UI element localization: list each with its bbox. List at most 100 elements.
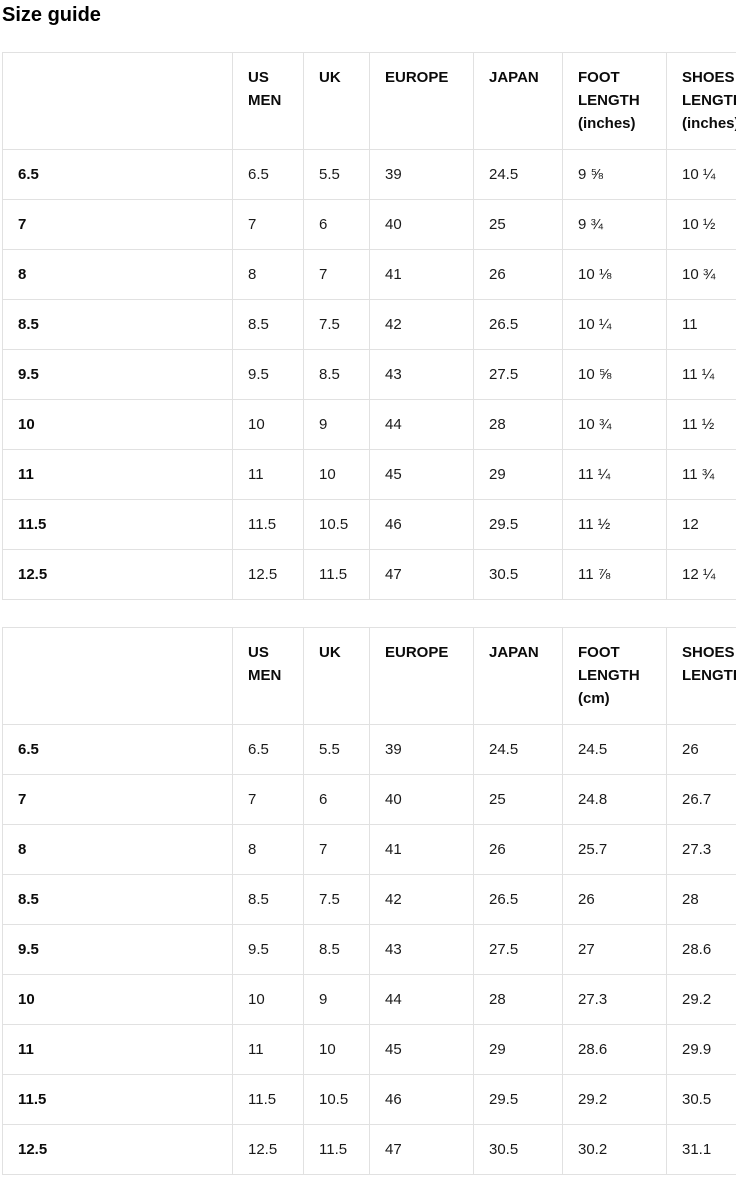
- table-cell: 29: [473, 449, 563, 500]
- table-cell: 27.5: [473, 349, 563, 400]
- row-header: 8: [2, 824, 233, 875]
- table-cell: 26: [473, 824, 563, 875]
- table-row: 11.5 11.5 10.5 46 29.5 11 ½ 12: [2, 499, 736, 550]
- table-row: 12.5 12.5 11.5 47 30.5 30.2 31.1: [2, 1124, 736, 1175]
- table-cell: 42: [369, 874, 474, 925]
- table-row: 10 10 9 44 28 27.3 29.2: [2, 974, 736, 1025]
- table-cell: 24.5: [562, 724, 667, 775]
- table-cell: 10: [303, 1024, 370, 1075]
- table-cell: 12.5: [232, 549, 304, 600]
- table-cell: 11: [232, 1024, 304, 1075]
- table-row: 7 7 6 40 25 9 ¾ 10 ½: [2, 199, 736, 250]
- row-header: 11.5: [2, 499, 233, 550]
- table-cell: 28: [473, 399, 563, 450]
- table-cell: 10 ⅛: [562, 249, 667, 300]
- table-cell: 30.5: [473, 549, 563, 600]
- table-cell: 9.5: [232, 924, 304, 975]
- table-cell: 24.5: [473, 149, 563, 200]
- size-table-inches: US MEN UK EUROPE JAPAN FOOT LENGTH (inches) S…: [2, 52, 736, 600]
- table-cell: 7.5: [303, 299, 370, 350]
- table-cell: 10: [232, 399, 304, 450]
- table-cell: 29.5: [473, 1074, 563, 1125]
- table-cell: 29.5: [473, 499, 563, 550]
- table-cell: 9: [303, 974, 370, 1025]
- table-row: 6.5 6.5 5.5 39 24.5 24.5 26: [2, 724, 736, 775]
- table-cell: 11 ¼: [666, 349, 736, 400]
- table-cell: 5.5: [303, 724, 370, 775]
- table-cell: 11.5: [303, 1124, 370, 1175]
- column-header: US MEN: [232, 52, 304, 150]
- table-cell: 10.5: [303, 1074, 370, 1125]
- table-cell: 26.5: [473, 299, 563, 350]
- table-cell: 12: [666, 499, 736, 550]
- table-row: 10 10 9 44 28 10 ¾ 11 ½: [2, 399, 736, 450]
- table-cell: 5.5: [303, 149, 370, 200]
- table-cell: 12.5: [232, 1124, 304, 1175]
- table-cell: 29.9: [666, 1024, 736, 1075]
- table-cell: 7: [303, 824, 370, 875]
- table-row: 9.5 9.5 8.5 43 27.5 10 ⅝ 11 ¼: [2, 349, 736, 400]
- row-header: 11: [2, 449, 233, 500]
- table-cell: 24.5: [473, 724, 563, 775]
- column-header: SHOES LENGTH (inches): [666, 52, 736, 150]
- table-row: 9.5 9.5 8.5 43 27.5 27 28.6: [2, 924, 736, 975]
- table-cell: 29: [473, 1024, 563, 1075]
- table-cell: 9 ¾: [562, 199, 667, 250]
- table-cell: 10 ¼: [666, 149, 736, 200]
- table-cell: 7.5: [303, 874, 370, 925]
- column-header: US MEN: [232, 627, 304, 725]
- table-cell: 26.5: [473, 874, 563, 925]
- row-header: 12.5: [2, 549, 233, 600]
- row-header: 11.5: [2, 1074, 233, 1125]
- table-cell: 11.5: [303, 549, 370, 600]
- table-row: 8 8 7 41 26 10 ⅛ 10 ¾: [2, 249, 736, 300]
- table-row: 7 7 6 40 25 24.8 26.7: [2, 774, 736, 825]
- table-cell: 27.5: [473, 924, 563, 975]
- table-cell: 10.5: [303, 499, 370, 550]
- table-cell: 39: [369, 724, 474, 775]
- table-cell: 10 ¾: [562, 399, 667, 450]
- table-cell: 41: [369, 824, 474, 875]
- table-cell: 7: [232, 199, 304, 250]
- table-cell: 46: [369, 1074, 474, 1125]
- table-cell: 26.7: [666, 774, 736, 825]
- table-cell: 39: [369, 149, 474, 200]
- row-header: 9.5: [2, 349, 233, 400]
- column-header: EUROPE: [369, 52, 474, 150]
- table-row: 8 8 7 41 26 25.7 27.3: [2, 824, 736, 875]
- header-row: US MEN UK EUROPE JAPAN FOOT LENGTH (cm) SHOES…: [2, 627, 736, 725]
- row-header: 7: [2, 199, 233, 250]
- table-cell: 44: [369, 399, 474, 450]
- row-header: 8.5: [2, 299, 233, 350]
- table-cell: 10: [232, 974, 304, 1025]
- row-header: 10: [2, 399, 233, 450]
- table-cell: 9.5: [232, 349, 304, 400]
- corner-cell: [2, 627, 233, 725]
- table-cell: 7: [303, 249, 370, 300]
- table-cell: 6: [303, 199, 370, 250]
- table-cell: 8: [232, 824, 304, 875]
- table-cell: 29.2: [562, 1074, 667, 1125]
- table-row: 6.5 6.5 5.5 39 24.5 9 ⅝ 10 ¼: [2, 149, 736, 200]
- table-cell: 25: [473, 199, 563, 250]
- table-cell: 8.5: [303, 349, 370, 400]
- table-cell: 45: [369, 1024, 474, 1075]
- table-cell: 11 ½: [666, 399, 736, 450]
- table-cell: 8.5: [232, 299, 304, 350]
- table-row: 8.5 8.5 7.5 42 26.5 10 ¼ 11: [2, 299, 736, 350]
- column-header: UK: [303, 52, 370, 150]
- table-cell: 31.1: [666, 1124, 736, 1175]
- table-cell: 12 ¼: [666, 549, 736, 600]
- table-cell: 10 ¾: [666, 249, 736, 300]
- table-cell: 10 ½: [666, 199, 736, 250]
- table-cell: 47: [369, 1124, 474, 1175]
- table-cell: 6: [303, 774, 370, 825]
- page-title: Size guide: [2, 4, 101, 26]
- table-cell: 45: [369, 449, 474, 500]
- header-row: US MEN UK EUROPE JAPAN FOOT LENGTH (inches) S…: [2, 52, 736, 150]
- column-header: EUROPE: [369, 627, 474, 725]
- row-header: 7: [2, 774, 233, 825]
- column-header: JAPAN: [473, 52, 563, 150]
- table-cell: 25.7: [562, 824, 667, 875]
